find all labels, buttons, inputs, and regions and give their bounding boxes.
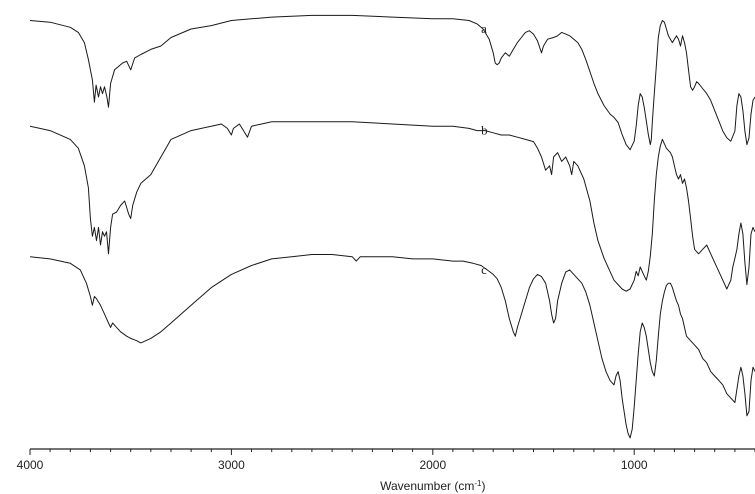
series-a-label: a	[481, 21, 487, 36]
series-b-label: b	[481, 123, 488, 138]
x-tick-label-2000: 2000	[419, 458, 446, 472]
x-axis-label: Wavenumber (cm-1)	[380, 479, 485, 494]
x-axis-label-main: Wavenumber (cm	[380, 479, 474, 493]
series-a-line	[29, 14, 755, 151]
series-b-line	[29, 121, 755, 292]
x-axis-label-close: )	[481, 479, 485, 493]
x-tick-label-1000: 1000	[621, 458, 648, 472]
x-tick-label-3000: 3000	[218, 458, 245, 472]
x-axis-label-sup: -1	[474, 479, 482, 488]
series-group: a b c	[29, 14, 755, 439]
x-axis-ticks: 4000 3000 2000 1000	[17, 449, 755, 472]
series-c-label: c	[481, 262, 487, 277]
series-c-line	[29, 254, 755, 439]
x-tick-label-4000: 4000	[17, 458, 44, 472]
